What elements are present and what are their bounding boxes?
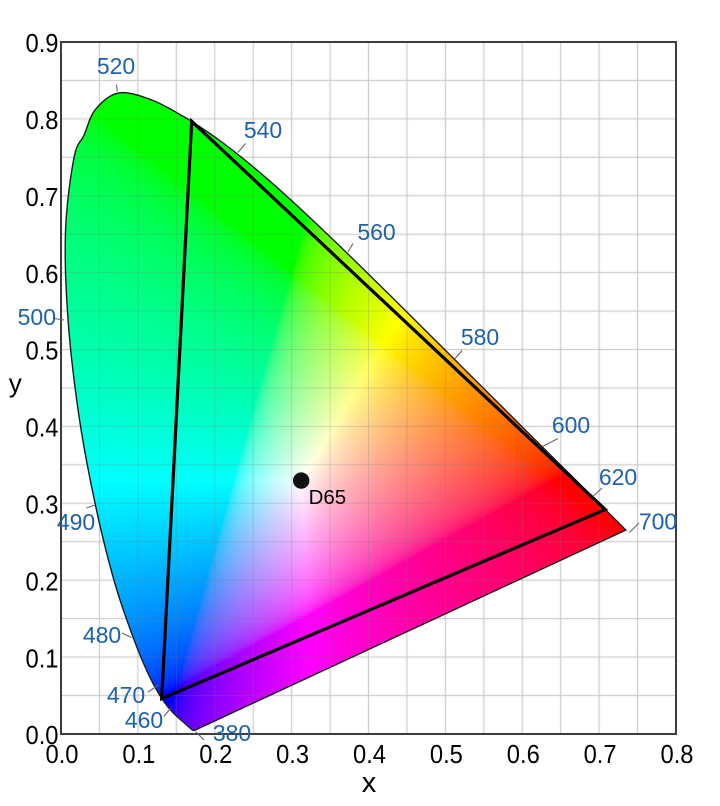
svg-text:0.1: 0.1 [122, 739, 155, 769]
svg-text:540: 540 [244, 117, 282, 143]
svg-text:0.6: 0.6 [507, 739, 540, 769]
svg-text:460: 460 [125, 707, 163, 733]
svg-text:380: 380 [213, 720, 251, 746]
svg-text:620: 620 [599, 464, 637, 490]
svg-text:700: 700 [639, 509, 677, 535]
svg-text:0.2: 0.2 [26, 566, 59, 596]
svg-text:0.0: 0.0 [46, 739, 79, 769]
svg-text:560: 560 [357, 219, 395, 245]
svg-text:x: x [362, 767, 377, 799]
svg-text:0.1: 0.1 [26, 643, 59, 673]
svg-text:520: 520 [97, 53, 135, 79]
svg-text:0.5: 0.5 [26, 336, 59, 366]
svg-text:490: 490 [57, 509, 95, 535]
svg-text:y: y [9, 368, 22, 398]
svg-text:0.3: 0.3 [26, 490, 59, 520]
svg-text:580: 580 [461, 324, 499, 350]
svg-text:0.8: 0.8 [661, 739, 694, 769]
svg-text:0.2: 0.2 [199, 739, 232, 769]
svg-text:600: 600 [552, 412, 590, 438]
svg-text:0.4: 0.4 [353, 739, 386, 769]
svg-text:0.9: 0.9 [26, 28, 59, 58]
svg-text:0.3: 0.3 [276, 739, 309, 769]
svg-text:0.7: 0.7 [584, 739, 617, 769]
svg-text:0.5: 0.5 [430, 739, 463, 769]
svg-text:0.8: 0.8 [26, 105, 59, 135]
svg-text:480: 480 [83, 622, 121, 648]
svg-text:0.4: 0.4 [26, 413, 59, 443]
svg-text:0.6: 0.6 [26, 259, 59, 289]
svg-text:D65: D65 [309, 486, 347, 509]
svg-text:0.7: 0.7 [26, 182, 59, 212]
svg-text:470: 470 [107, 682, 145, 708]
svg-text:500: 500 [18, 304, 56, 330]
svg-text:0.0: 0.0 [26, 720, 59, 750]
